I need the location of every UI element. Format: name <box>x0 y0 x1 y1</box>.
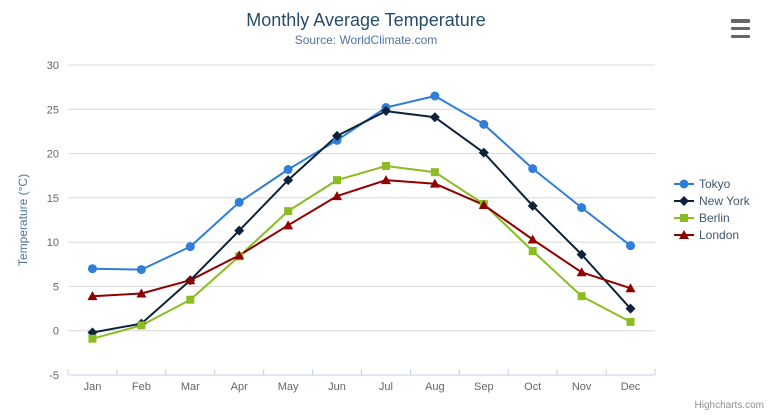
legend-marker-icon <box>674 214 694 222</box>
data-point-marker <box>137 321 146 330</box>
data-point-marker <box>478 199 489 209</box>
legend: Tokyo New York Berlin London <box>673 177 750 242</box>
x-axis-label: Jul <box>379 381 393 393</box>
data-point-marker <box>429 178 440 188</box>
x-axis-label: May <box>278 381 299 393</box>
legend-item-new-york[interactable]: New York <box>673 194 750 208</box>
hamburger-icon <box>731 26 750 31</box>
legend-marker-icon <box>674 196 694 206</box>
data-point-marker <box>332 130 343 141</box>
data-point-marker <box>136 288 147 298</box>
data-point-marker <box>380 106 391 117</box>
y-axis-label: 5 <box>53 281 59 293</box>
data-point-marker <box>577 203 587 213</box>
data-point-marker <box>332 191 343 201</box>
data-point-marker <box>680 214 688 222</box>
data-point-marker <box>283 175 294 186</box>
data-point-marker <box>430 168 439 177</box>
x-axis-label: Dec <box>621 381 641 393</box>
data-point-marker <box>234 225 245 236</box>
data-point-marker <box>381 161 390 170</box>
series-line-new-york <box>91 110 632 334</box>
data-point-marker <box>528 247 537 255</box>
series-line-berlin <box>91 165 632 340</box>
data-point-marker <box>679 196 689 206</box>
x-axis-label: Mar <box>181 381 200 393</box>
x-axis-label: Nov <box>572 381 592 393</box>
data-point-marker <box>185 242 195 252</box>
legend-item-berlin[interactable]: Berlin <box>673 211 750 225</box>
series-line-tokyo <box>91 95 632 271</box>
hamburger-icon <box>731 34 750 38</box>
chart-title: Monthly Average Temperature <box>246 10 486 30</box>
series-line-london <box>91 179 632 298</box>
data-point-marker <box>528 164 538 174</box>
data-point-marker <box>234 197 244 207</box>
y-axis-label: 15 <box>47 193 59 205</box>
data-point-marker <box>679 179 689 189</box>
legend-marker-icon <box>674 179 694 189</box>
y-axis-label: 30 <box>47 60 59 72</box>
data-point-marker <box>88 334 97 343</box>
x-axis-label: Jun <box>328 381 346 393</box>
chart-subtitle: Source: WorldClimate.com <box>294 33 438 47</box>
data-point-marker <box>185 275 196 285</box>
export-menu-button[interactable] <box>731 19 750 38</box>
x-axis-label: Apr <box>231 381 248 393</box>
data-point-marker <box>87 264 97 274</box>
data-point-marker <box>283 165 293 175</box>
data-point-marker <box>576 249 587 260</box>
x-axis-label: Sep <box>474 381 494 393</box>
data-point-marker <box>527 200 538 211</box>
data-point-marker <box>679 230 689 239</box>
y-axis-title: Temperature (°C) <box>16 174 30 266</box>
legend-label: London <box>699 228 740 242</box>
y-axis-label: 0 <box>53 326 59 338</box>
y-axis-label: 20 <box>47 149 59 161</box>
data-point-marker <box>625 303 636 314</box>
x-axis-label: Aug <box>425 381 445 393</box>
legend-marker-icon <box>674 230 694 239</box>
data-point-marker <box>234 250 245 260</box>
legend-label: Tokyo <box>699 177 731 191</box>
data-point-marker <box>87 291 98 301</box>
legend-item-tokyo[interactable]: Tokyo <box>673 177 750 191</box>
legend-label: Berlin <box>699 211 730 225</box>
data-point-marker <box>333 176 342 185</box>
data-point-marker <box>625 283 636 293</box>
data-point-marker <box>478 147 489 158</box>
data-point-marker <box>430 91 440 101</box>
y-axis-label: -5 <box>49 370 59 382</box>
data-point-marker <box>136 265 146 275</box>
x-axis-label: Jan <box>84 381 102 393</box>
data-point-marker <box>577 292 586 301</box>
legend-item-london[interactable]: London <box>673 228 750 242</box>
data-point-marker <box>429 112 440 123</box>
legend-label: New York <box>699 194 750 208</box>
credits-link[interactable]: Highcharts.com <box>694 400 764 411</box>
data-point-marker <box>527 234 538 244</box>
data-point-marker <box>479 119 489 129</box>
data-point-marker <box>626 317 635 326</box>
data-point-marker <box>186 295 195 304</box>
data-point-marker <box>284 207 293 216</box>
y-axis-label: 10 <box>47 237 59 249</box>
hamburger-icon <box>731 19 750 23</box>
x-axis-label: Oct <box>524 381 541 393</box>
data-point-marker <box>576 267 587 277</box>
data-point-marker <box>626 241 636 251</box>
data-point-marker <box>380 175 391 185</box>
x-axis-label: Feb <box>132 381 151 393</box>
y-axis-label: 25 <box>47 104 59 116</box>
data-point-marker <box>283 220 294 230</box>
